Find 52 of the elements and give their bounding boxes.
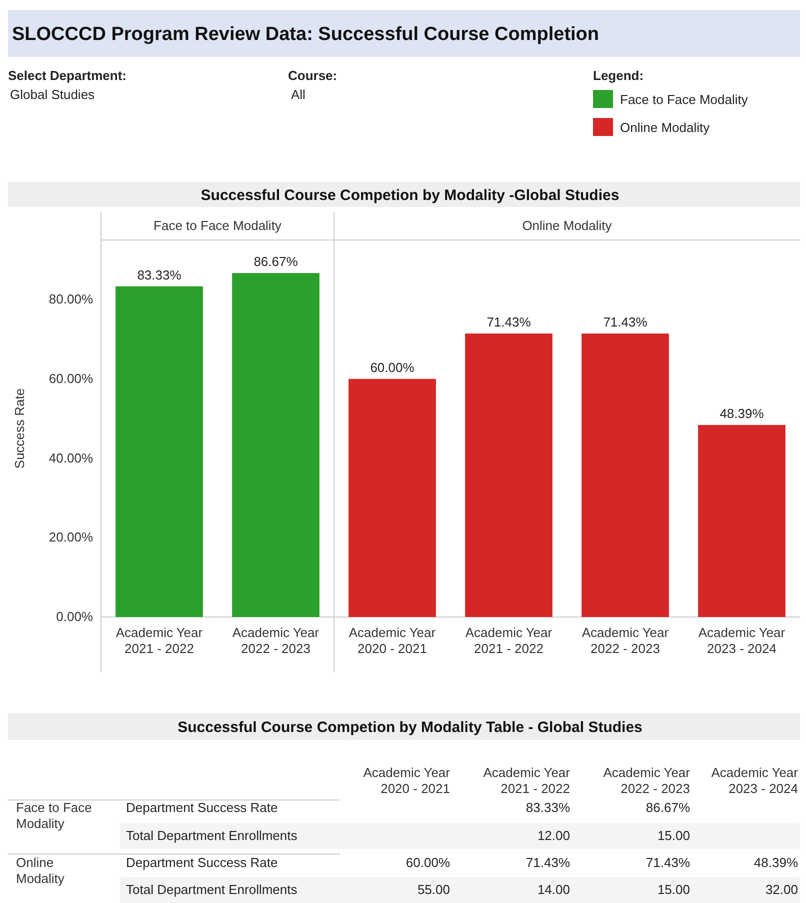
category-label: Academic Year 2020 - 2021 — [363, 765, 451, 796]
text: Select Department: — [8, 68, 126, 83]
text: 32.00 — [765, 882, 798, 897]
text: 60.00% — [406, 855, 450, 870]
y-tick-label: 20.00% — [48, 530, 94, 545]
category-label: Academic Year 2021 - 2022 — [483, 765, 571, 796]
text: 15.00 — [657, 882, 690, 897]
legend-label: Face to Face Modality — [620, 92, 748, 107]
data-label: 60.00% — [370, 360, 415, 375]
category-label: Academic Year 2022 - 2023 — [603, 765, 691, 796]
category-label: Department Success Rate — [126, 800, 278, 815]
text: All — [291, 87, 306, 102]
text: 83.33% — [526, 800, 570, 815]
x-tick-label: Academic Year 2023 - 2024 — [698, 625, 786, 656]
text: 15.00 — [657, 828, 690, 843]
text: 14.00 — [537, 882, 570, 897]
data-label: 71.43% — [486, 314, 532, 330]
legend-label: Online Modality — [620, 120, 710, 135]
category-label: Online Modality — [16, 855, 64, 886]
y-tick-label: 80.00% — [48, 292, 94, 307]
y-axis-title: Success Rate — [12, 388, 27, 469]
y-tick-label: 40.00% — [48, 450, 94, 466]
text: Course: — [288, 68, 338, 83]
category-label: Academic Year 2023 - 2024 — [711, 765, 799, 796]
x-tick-label: Academic Year 2022 - 2023 — [232, 625, 320, 656]
category-label: Total Department Enrollments — [126, 882, 298, 897]
category-label: Total Department Enrollments — [126, 828, 298, 843]
text: SLOCCCD Program Review Data: Successful Course Completion — [12, 24, 600, 45]
x-tick-label: Academic Year 2022 - 2023 — [582, 625, 670, 656]
data-label: 48.39% — [720, 406, 764, 421]
x-tick-label: Academic Year 2021 - 2022 — [465, 625, 553, 656]
x-tick-label: Academic Year 2021 - 2022 — [116, 625, 204, 656]
text: Face to Face Modality — [154, 218, 282, 233]
text: 48.39% — [754, 855, 798, 870]
text: Successful Course Competion by Modality -Global Studies — [200, 187, 620, 204]
data-label: 71.43% — [603, 314, 648, 330]
text: Global Studies — [10, 87, 96, 102]
data-label: 83.33% — [137, 267, 182, 282]
text: 86.67% — [646, 800, 690, 815]
y-tick-label: 60.00% — [48, 370, 94, 386]
text: 71.43% — [526, 855, 570, 870]
legend-title: Legend: — [593, 68, 644, 83]
text: Successful Course Competion by Modality Table - Global Studies — [178, 719, 642, 736]
text: 12.00 — [537, 828, 570, 843]
category-label: Face to Face Modality — [16, 800, 92, 831]
data-label: 86.67% — [254, 254, 298, 270]
x-tick-label: Academic Year 2020 - 2021 — [348, 625, 436, 656]
category-label: Department Success Rate — [126, 855, 278, 870]
y-tick-label: 0.00% — [56, 609, 94, 624]
text: 55.00 — [417, 882, 450, 897]
text: 71.43% — [646, 855, 690, 870]
text: Online Modality — [522, 218, 612, 233]
